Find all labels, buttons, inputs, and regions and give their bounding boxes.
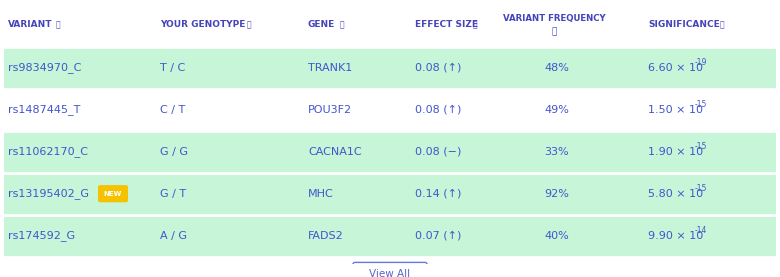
Text: ⓘ: ⓘ	[551, 27, 557, 36]
Text: ⓘ: ⓘ	[56, 20, 61, 29]
Text: ⓘ: ⓘ	[473, 20, 477, 29]
Text: 0.07 (↑): 0.07 (↑)	[415, 231, 462, 241]
Text: -14: -14	[695, 226, 707, 235]
Text: rs174592_G: rs174592_G	[8, 230, 75, 241]
Text: 0.08 (↑): 0.08 (↑)	[415, 105, 462, 115]
Text: T / C: T / C	[160, 63, 186, 73]
FancyBboxPatch shape	[98, 185, 128, 202]
Text: 0.08 (↑): 0.08 (↑)	[415, 63, 462, 73]
Text: 6.60 × 10: 6.60 × 10	[648, 63, 703, 73]
Text: 9.90 × 10: 9.90 × 10	[648, 231, 704, 241]
Text: FADS2: FADS2	[308, 231, 344, 241]
Text: YOUR GENOTYPE: YOUR GENOTYPE	[160, 20, 246, 29]
Text: ⓘ: ⓘ	[340, 20, 345, 29]
Text: rs13195402_G: rs13195402_G	[8, 188, 89, 199]
Text: G / T: G / T	[160, 189, 186, 199]
Text: 1.90 × 10: 1.90 × 10	[648, 147, 703, 157]
Text: POU3F2: POU3F2	[308, 105, 352, 115]
Bar	[4, 173, 776, 215]
Text: -15: -15	[695, 101, 707, 109]
Text: 1.50 × 10: 1.50 × 10	[648, 105, 703, 115]
Text: EFFECT SIZE: EFFECT SIZE	[415, 20, 478, 29]
Text: C / T: C / T	[160, 105, 186, 115]
Text: ⓘ: ⓘ	[720, 20, 725, 29]
Text: ⓘ: ⓘ	[247, 20, 252, 29]
Text: 92%: 92%	[544, 189, 569, 199]
Text: CACNA1C: CACNA1C	[308, 147, 362, 157]
Text: 33%: 33%	[544, 147, 569, 157]
Text: 5.80 × 10: 5.80 × 10	[648, 189, 703, 199]
Text: View All: View All	[370, 269, 410, 277]
Text: MHC: MHC	[308, 189, 334, 199]
Text: rs11062170_C: rs11062170_C	[8, 146, 88, 157]
Bar	[4, 215, 776, 257]
Text: SIGNIFICANCE: SIGNIFICANCE	[648, 20, 720, 29]
Text: 49%: 49%	[544, 105, 569, 115]
Text: GENE: GENE	[308, 20, 335, 29]
Bar	[4, 47, 776, 89]
FancyBboxPatch shape	[353, 262, 427, 277]
Bar	[4, 89, 776, 131]
Text: 40%: 40%	[544, 231, 569, 241]
Bar	[4, 131, 776, 173]
Text: 0.14 (↑): 0.14 (↑)	[415, 189, 462, 199]
Text: -19: -19	[695, 58, 707, 68]
Text: -15: -15	[695, 184, 707, 193]
Text: VARIANT FREQUENCY: VARIANT FREQUENCY	[502, 14, 605, 23]
Text: NEW: NEW	[104, 191, 122, 197]
Text: TRANK1: TRANK1	[308, 63, 353, 73]
Text: rs1487445_T: rs1487445_T	[8, 104, 80, 115]
Text: rs9834970_C: rs9834970_C	[8, 62, 81, 73]
Text: VARIANT: VARIANT	[8, 20, 52, 29]
Text: G / G: G / G	[160, 147, 188, 157]
Text: -15: -15	[695, 142, 707, 152]
Text: A / G: A / G	[160, 231, 187, 241]
Text: 0.08 (−): 0.08 (−)	[415, 147, 462, 157]
Text: 48%: 48%	[544, 63, 569, 73]
